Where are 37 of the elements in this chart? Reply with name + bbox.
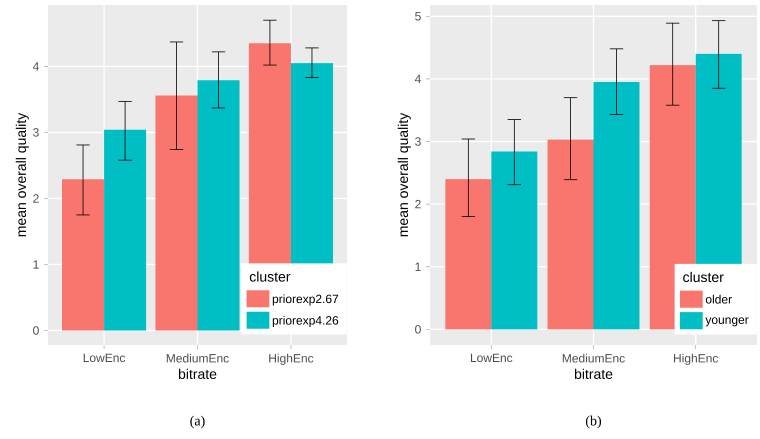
bar	[548, 140, 594, 330]
legend-title: cluster	[250, 271, 290, 282]
x-axis-title: bitrate	[178, 368, 216, 380]
y-tick-label: 1	[34, 260, 39, 269]
y-tick-label: 3	[415, 137, 421, 146]
x-tick-label: LowEnc	[84, 354, 126, 362]
x-tick-label: HighEnc	[269, 354, 314, 365]
y-tick-label: 0	[33, 326, 39, 335]
bar	[155, 95, 198, 330]
x-tick-label: LowEnc	[470, 354, 512, 362]
legend-label: priorexp2.67	[272, 294, 338, 306]
legend-title: cluster	[683, 272, 724, 282]
bar	[594, 82, 640, 330]
x-tick-label: MediumEnc	[166, 354, 229, 363]
y-tick-label: 2	[415, 200, 421, 208]
bar	[104, 130, 146, 330]
y-tick-label: 5	[415, 12, 421, 20]
text: (b)	[586, 416, 602, 428]
y-tick-label: 4	[32, 62, 39, 71]
bar	[491, 152, 538, 330]
x-tick-label: HighEnc	[674, 354, 718, 365]
legend-label: older	[706, 294, 732, 304]
y-axis-title: mean overall quality	[398, 112, 411, 236]
bar	[198, 80, 240, 330]
y-tick-label: 3	[33, 128, 39, 137]
y-tick-label: 2	[33, 194, 39, 203]
y-tick-label: 1	[416, 262, 421, 271]
bar	[62, 179, 104, 330]
legend-label: priorexp4.26	[272, 316, 338, 328]
bar	[445, 179, 492, 330]
y-tick-label: 4	[414, 74, 421, 84]
legend-label: younger	[705, 317, 749, 326]
y-tick-label: 0	[415, 325, 421, 334]
y-axis-title: mean overall quality	[16, 112, 29, 236]
x-tick-label: MediumEnc	[562, 354, 625, 363]
text: (a)	[190, 416, 205, 428]
x-axis-title: bitrate	[574, 368, 612, 380]
